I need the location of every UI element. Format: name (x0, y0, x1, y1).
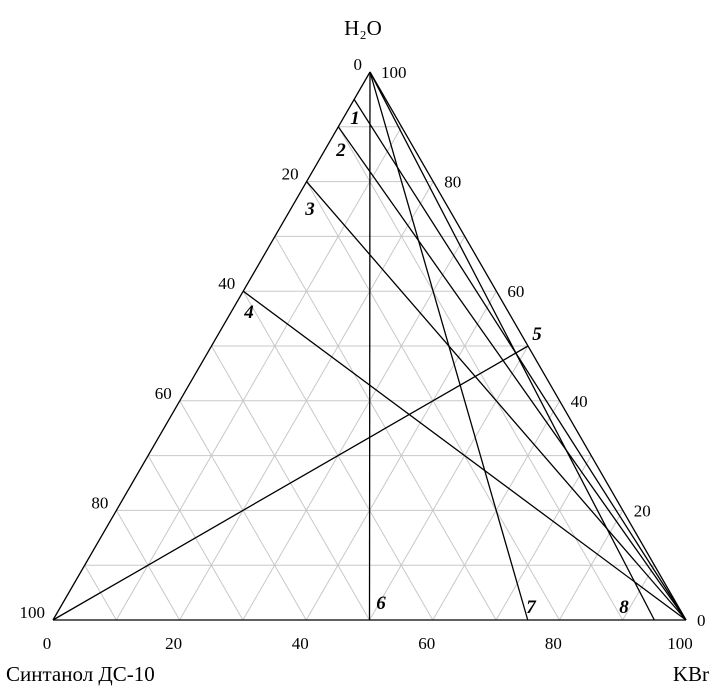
grid-line (622, 564, 655, 621)
tick-labels: 0 20 40 60 80 100 100 80 60 40 20 0 0 20 40 60 80 100 (20, 55, 706, 653)
section-number-6: 6 (376, 593, 386, 614)
section-line-numbers: 12 3 4 5 6 7 8 (243, 108, 629, 618)
left-axis-tick: 0 (354, 55, 363, 74)
grid-line (495, 455, 592, 621)
right-axis-tick: 20 (634, 501, 651, 520)
bottom-axis-tick: 40 (292, 634, 309, 653)
section-line-2 (337, 126, 687, 621)
left-axis-tick: 40 (218, 274, 235, 293)
left-axis-tick: 60 (155, 384, 172, 403)
bottom-axis-tick: 20 (165, 634, 182, 653)
section-number-3: 3 (304, 199, 315, 220)
triangle-edge-left (52, 71, 371, 621)
bottom-axis-tick: 100 (667, 634, 693, 653)
section-number-8: 8 (619, 597, 629, 618)
section-line-5 (52, 345, 529, 621)
section-number-7: 7 (526, 597, 537, 618)
grid-line (369, 345, 529, 621)
vertex-label-kbr: KBr (673, 662, 709, 686)
section-number-1: 1 (350, 108, 360, 129)
section-number-2: 2 (335, 140, 346, 161)
bottom-axis-tick: 60 (418, 634, 435, 653)
section-number-4: 4 (243, 302, 254, 323)
left-axis-tick: 20 (282, 165, 299, 184)
left-axis-tick: 80 (91, 493, 108, 512)
vertex-label-water: H₂O (344, 16, 382, 40)
right-axis-tick: 0 (697, 611, 706, 630)
section-number-5: 5 (532, 324, 542, 345)
vertex-label-syntanol: Синтанол ДС-10 (6, 662, 155, 686)
section-lines (52, 71, 687, 621)
bottom-axis-tick: 80 (545, 634, 562, 653)
right-axis-tick: 80 (444, 173, 461, 192)
section-line-4 (242, 290, 687, 621)
right-axis-tick: 100 (381, 63, 407, 82)
grid-line (115, 126, 403, 621)
section-line-1 (353, 99, 687, 621)
left-axis-tick: 100 (20, 603, 46, 622)
grid-line (242, 236, 466, 621)
bottom-axis-tick: 0 (43, 634, 52, 653)
right-axis-tick: 60 (507, 282, 524, 301)
right-axis-tick: 40 (571, 392, 588, 411)
section-line-6 (368, 71, 371, 621)
section-line-7 (369, 71, 529, 621)
grid-line (179, 181, 434, 621)
section-line-8 (369, 71, 655, 621)
